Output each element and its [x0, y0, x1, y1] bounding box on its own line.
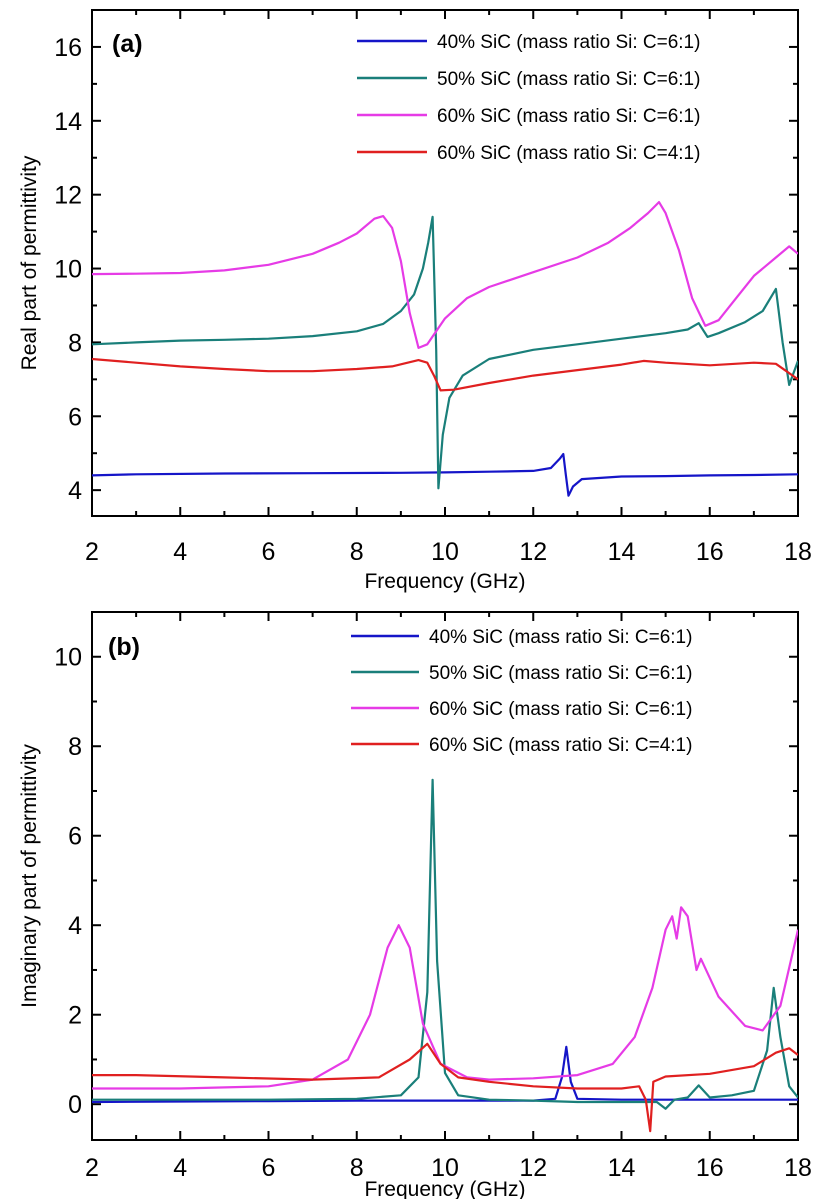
x-tick-label: 12 — [519, 538, 547, 566]
panel-label: (b) — [108, 633, 140, 661]
series-group — [92, 778, 798, 1133]
legend-label-3: 60% SiC (mass ratio Si: C=6:1) — [429, 699, 692, 720]
x-tick-label: 6 — [262, 538, 276, 566]
y-tick-label: 14 — [54, 108, 82, 136]
x-tick-label: 2 — [85, 1154, 99, 1182]
legend: 40% SiC (mass ratio Si: C=6:1) 50% SiC (m… — [351, 627, 692, 756]
x-tick-label: 6 — [262, 1154, 276, 1182]
series-line-4 — [92, 1042, 798, 1133]
y-tick-label: 4 — [68, 477, 82, 505]
x-tick-label: 10 — [431, 1154, 459, 1182]
y-tick-label: 10 — [54, 256, 82, 284]
series-line-3 — [92, 906, 798, 1090]
legend-label-3: 60% SiC (mass ratio Si: C=6:1) — [437, 106, 700, 127]
y-axis-title: Real part of permittivity — [18, 155, 41, 370]
series-line-2 — [92, 215, 798, 490]
y-tick-label: 6 — [68, 403, 82, 431]
x-tick-label: 18 — [784, 538, 812, 566]
y-tick-label: 2 — [68, 1002, 82, 1030]
x-axis-title: Frequency (GHz) — [364, 570, 525, 593]
y-tick-label: 10 — [54, 644, 82, 672]
x-tick-label: 4 — [173, 538, 187, 566]
legend-label-1: 40% SiC (mass ratio Si: C=6:1) — [429, 627, 692, 648]
series-line-1 — [92, 452, 798, 497]
series-line-4 — [92, 357, 798, 392]
y-tick-label: 12 — [54, 182, 82, 210]
x-tick-label: 18 — [784, 1154, 812, 1182]
x-tick-label: 14 — [608, 538, 636, 566]
x-tick-label: 12 — [519, 1154, 547, 1182]
x-tick-label: 8 — [350, 538, 364, 566]
x-tick-label: 10 — [431, 538, 459, 566]
legend-label-4: 60% SiC (mass ratio Si: C=4:1) — [437, 143, 700, 164]
x-axis-title: Frequency (GHz) — [364, 1178, 525, 1199]
x-tick-label: 14 — [608, 1154, 636, 1182]
panel-label: (a) — [112, 30, 143, 58]
series-line-2 — [92, 778, 798, 1110]
y-axis-title: Imaginary part of permittivity — [18, 744, 41, 1008]
legend-label-4: 60% SiC (mass ratio Si: C=4:1) — [429, 735, 692, 756]
x-tick-label: 8 — [350, 1154, 364, 1182]
y-tick-label: 4 — [68, 912, 82, 940]
x-tick-label: 2 — [85, 538, 99, 566]
y-tick-label: 0 — [68, 1091, 82, 1119]
y-tick-label: 6 — [68, 823, 82, 851]
chart-panel-a: 2 4 6 8 10 12 14 16 18 4 6 8 10 12 14 16 Frequency (GHz)… — [18, 9, 812, 593]
y-tick-label: 8 — [68, 733, 82, 761]
legend-label-1: 40% SiC (mass ratio Si: C=6:1) — [437, 32, 700, 53]
y-tick-label: 16 — [54, 34, 82, 62]
x-tick-label: 4 — [173, 1154, 187, 1182]
x-tick-label: 16 — [696, 1154, 724, 1182]
series-group — [92, 201, 798, 497]
legend-label-2: 50% SiC (mass ratio Si: C=6:1) — [437, 69, 700, 90]
legend: 40% SiC (mass ratio Si: C=6:1) 50% SiC (m… — [357, 32, 700, 164]
legend-label-2: 50% SiC (mass ratio Si: C=6:1) — [429, 663, 692, 684]
series-line-3 — [92, 201, 798, 349]
y-tick-label: 8 — [68, 329, 82, 357]
x-tick-label: 16 — [696, 538, 724, 566]
